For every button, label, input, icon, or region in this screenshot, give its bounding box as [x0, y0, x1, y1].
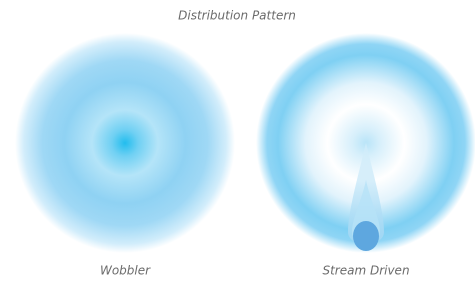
title: Distribution Pattern	[178, 9, 296, 23]
stream-drop-tip	[353, 221, 379, 251]
wobbler-pattern	[15, 33, 235, 253]
pattern-label: Stream Driven	[322, 264, 409, 278]
diagram: Distribution Pattern Wobbler Stream Driv…	[0, 0, 475, 288]
pattern-label: Wobbler	[100, 264, 151, 278]
